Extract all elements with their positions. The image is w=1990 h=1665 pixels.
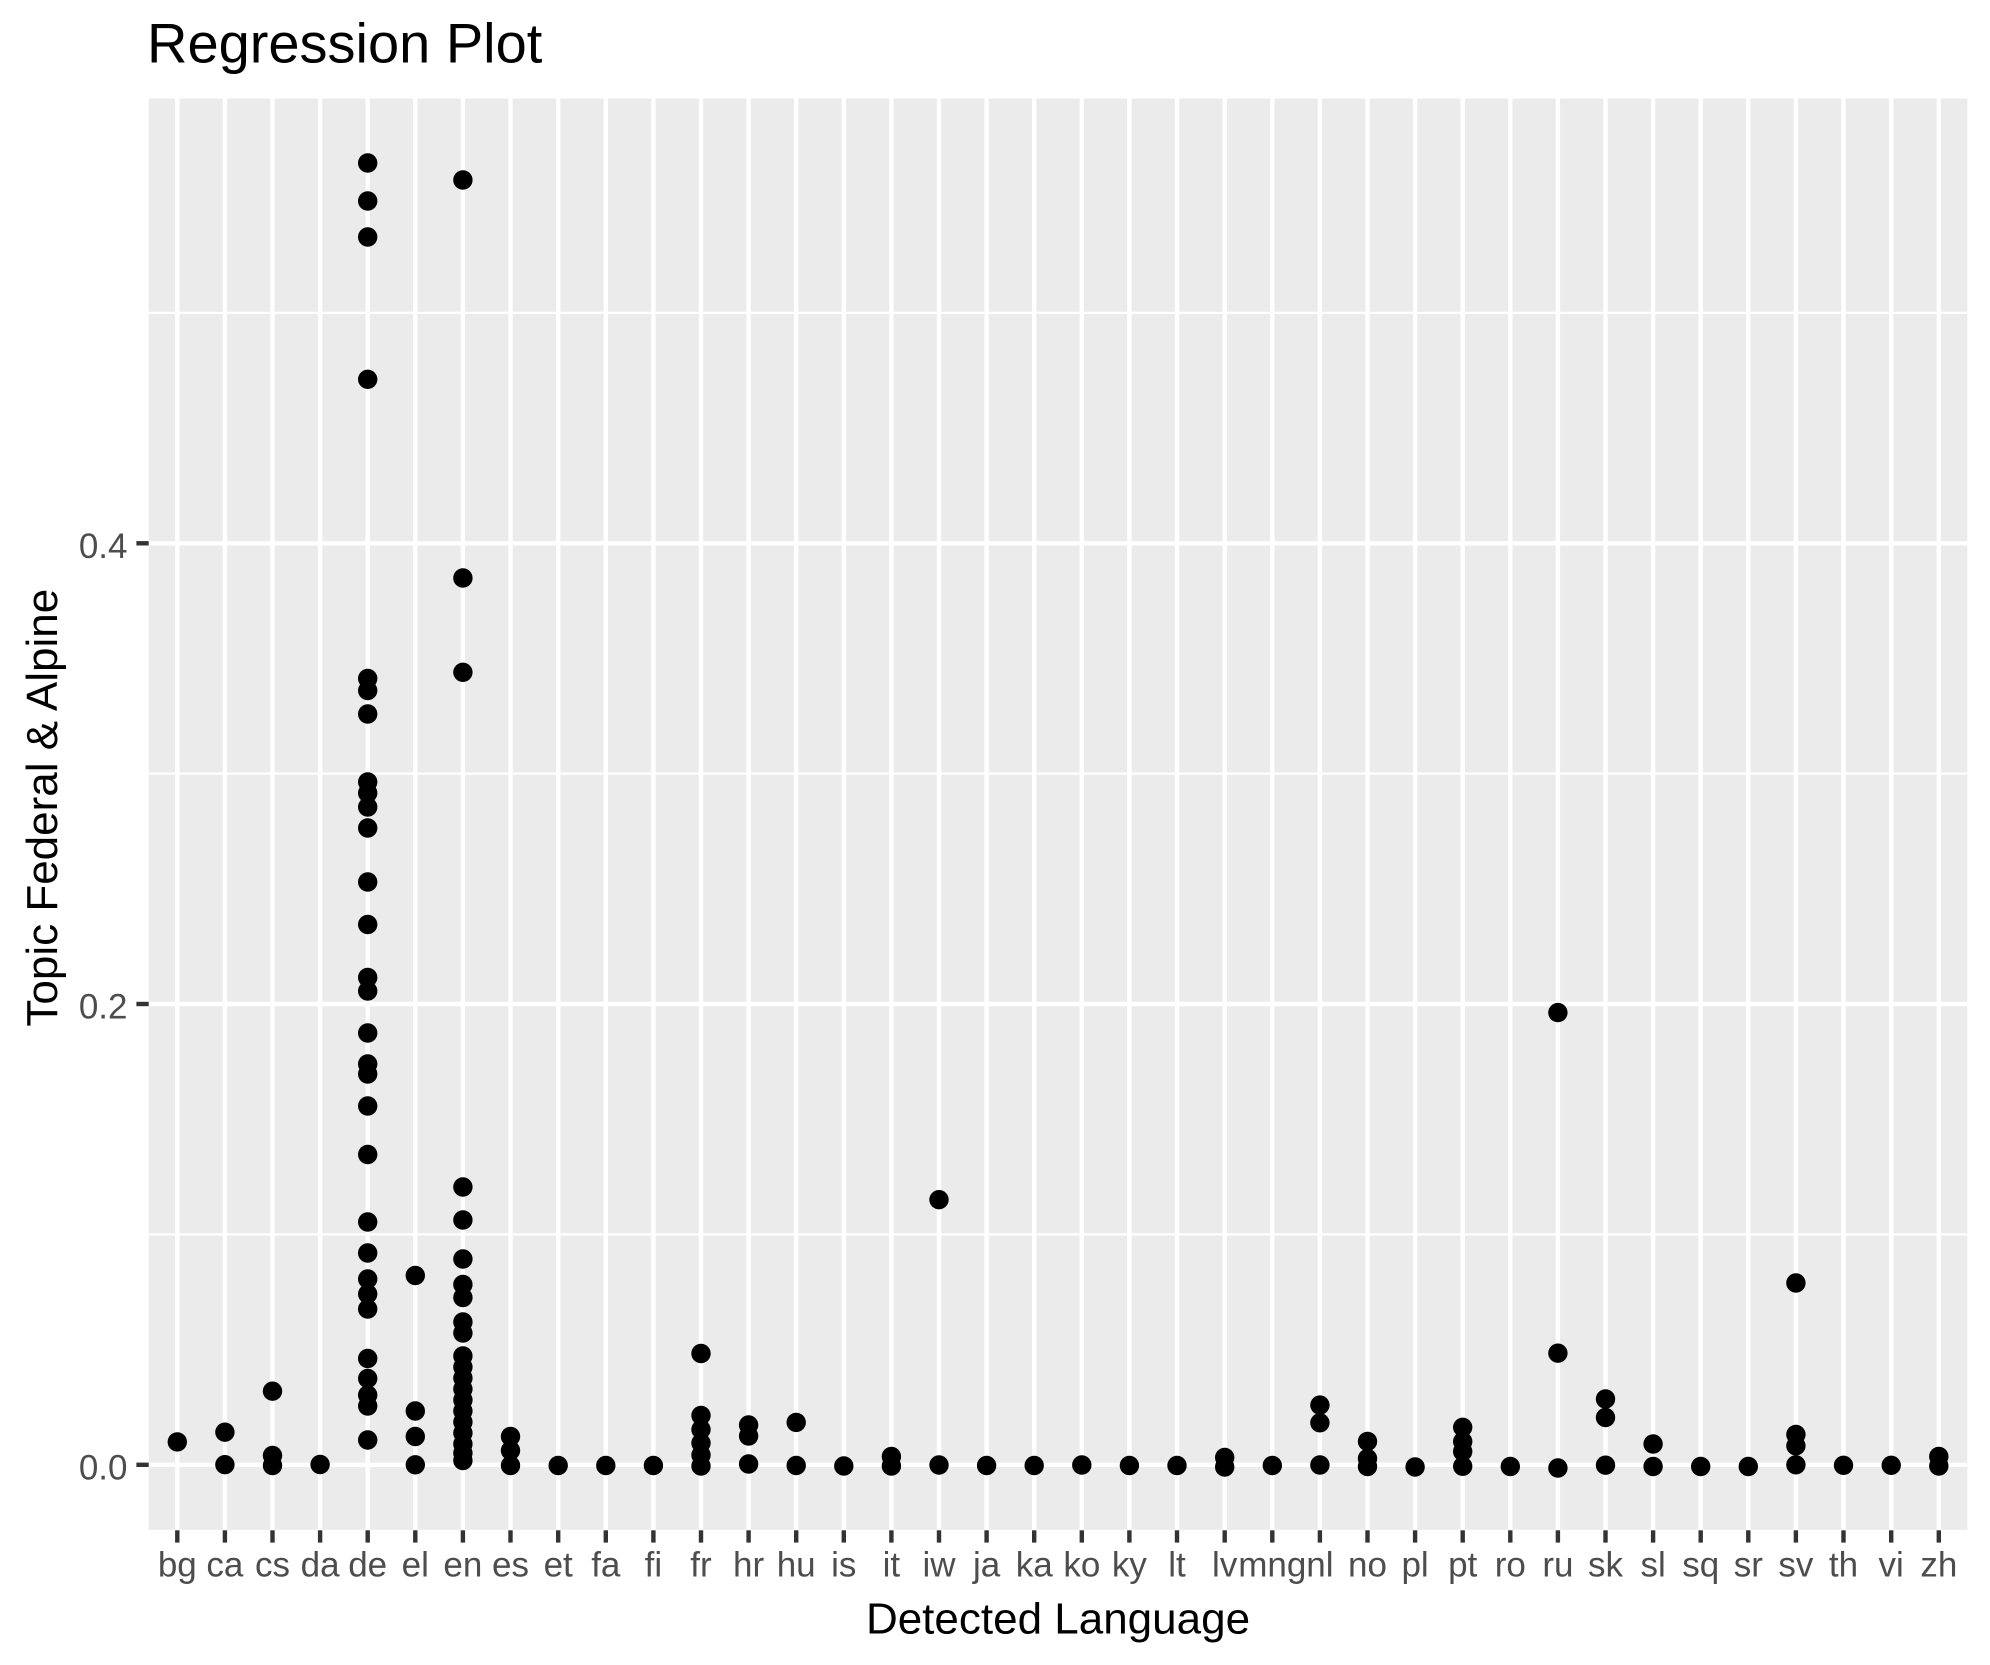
svg-text:sl: sl <box>1640 1546 1665 1585</box>
svg-text:th: th <box>1829 1546 1858 1585</box>
svg-text:de: de <box>348 1546 387 1585</box>
svg-text:lt: lt <box>1168 1546 1186 1585</box>
svg-text:et: et <box>544 1546 573 1585</box>
svg-text:pt: pt <box>1448 1546 1477 1585</box>
svg-text:0.0: 0.0 <box>79 1448 128 1487</box>
svg-text:mng: mng <box>1238 1546 1306 1585</box>
svg-text:es: es <box>492 1546 529 1585</box>
svg-text:ja: ja <box>972 1546 1001 1585</box>
svg-text:pl: pl <box>1401 1546 1428 1585</box>
svg-text:hu: hu <box>777 1546 816 1585</box>
svg-text:da: da <box>301 1546 340 1585</box>
svg-text:fi: fi <box>645 1546 663 1585</box>
svg-text:sk: sk <box>1588 1546 1624 1585</box>
svg-text:sv: sv <box>1778 1546 1814 1585</box>
svg-text:ka: ka <box>1016 1546 1054 1585</box>
svg-text:is: is <box>831 1546 856 1585</box>
svg-text:lv: lv <box>1212 1546 1238 1585</box>
svg-text:bg: bg <box>158 1546 197 1585</box>
svg-text:ro: ro <box>1495 1546 1526 1585</box>
svg-text:ru: ru <box>1542 1546 1573 1585</box>
svg-text:fa: fa <box>591 1546 621 1585</box>
svg-text:ky: ky <box>1112 1546 1148 1585</box>
svg-text:no: no <box>1348 1546 1387 1585</box>
svg-text:it: it <box>883 1546 901 1585</box>
svg-text:cs: cs <box>255 1546 290 1585</box>
svg-text:ca: ca <box>206 1546 244 1585</box>
svg-text:hr: hr <box>733 1546 764 1585</box>
svg-text:ko: ko <box>1063 1546 1100 1585</box>
svg-text:el: el <box>402 1546 429 1585</box>
svg-text:Topic Federal & Alpine: Topic Federal & Alpine <box>18 589 67 1027</box>
svg-text:0.2: 0.2 <box>79 988 128 1027</box>
svg-text:nl: nl <box>1306 1546 1333 1585</box>
svg-text:zh: zh <box>1920 1546 1957 1585</box>
svg-text:vi: vi <box>1879 1546 1904 1585</box>
svg-text:en: en <box>443 1546 482 1585</box>
svg-text:Regression Plot: Regression Plot <box>147 11 543 74</box>
svg-text:0.4: 0.4 <box>79 527 128 566</box>
svg-text:fr: fr <box>690 1546 712 1585</box>
svg-text:sq: sq <box>1682 1546 1719 1585</box>
svg-text:sr: sr <box>1734 1546 1764 1585</box>
svg-text:Detected Language: Detected Language <box>866 1595 1250 1644</box>
svg-text:iw: iw <box>922 1546 956 1585</box>
